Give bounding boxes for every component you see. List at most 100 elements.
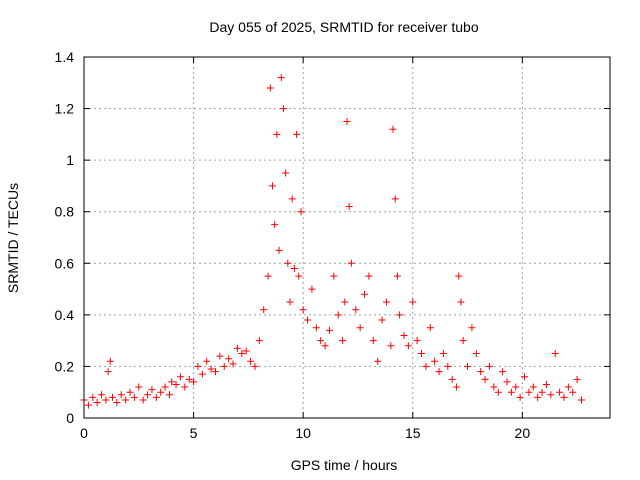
data-point [247,357,255,365]
y-tick-label: 1.2 [55,101,75,117]
data-point [551,350,559,358]
data-point [260,306,268,314]
data-point [448,375,456,383]
data-point [117,391,125,399]
data-point [453,383,461,391]
data-point [369,337,377,345]
data-point [439,350,447,358]
data-point [389,125,397,133]
data-point [229,360,237,368]
data-point [512,383,520,391]
data-point [152,393,160,401]
data-point [168,378,176,386]
data-point [330,272,338,280]
y-tick-label: 0.6 [55,255,75,271]
data-point [308,285,316,293]
data-point [198,370,206,378]
data-point [444,362,452,370]
data-point [534,393,542,401]
data-point [106,357,114,365]
data-point [435,368,443,376]
data-point [507,388,515,396]
data-point [157,388,165,396]
data-point [529,383,537,391]
data-point [564,383,572,391]
data-point [341,298,349,306]
data-point [542,380,550,388]
data-point [297,208,305,216]
data-point [382,298,390,306]
data-point [339,337,347,345]
data-point [139,396,147,404]
data-point [161,383,169,391]
data-point [284,259,292,267]
data-point [93,399,101,407]
data-point [89,393,97,401]
data-point [365,272,373,280]
plot-frame [83,56,611,419]
data-point [176,373,184,381]
x-axis-label: GPS time / hours [291,457,398,473]
data-point [216,352,224,360]
data-point [516,393,524,401]
data-point [238,350,246,358]
data-point [521,373,529,381]
data-point [102,396,110,404]
y-tick-label: 0.4 [55,307,75,323]
x-tick-label: 0 [80,425,88,441]
data-point [242,347,250,355]
axis-ticks: 0 5 10 15 20 0 0.2 0.4 0.6 0.8 1 1.2 1.4 [55,49,610,441]
data-point [185,375,193,383]
y-tick-label: 0.8 [55,204,75,220]
data-point [126,388,134,396]
data-point [203,357,211,365]
data-point [113,399,121,407]
data-point [271,221,279,229]
data-point [387,342,395,350]
data-point [464,362,472,370]
data-point [98,391,106,399]
data-point [181,383,189,391]
data-point [286,298,294,306]
data-point [345,203,353,211]
data-point [212,368,219,376]
data-point [538,388,546,396]
data-point [295,272,303,280]
data-point [233,344,241,352]
data-point [148,386,156,394]
data-point [560,393,568,401]
data-point [207,365,215,373]
data-point [404,342,412,350]
data-point [468,324,476,332]
data-point [104,368,112,376]
data-point [325,326,333,334]
data-point [573,375,581,383]
data-point [356,324,364,332]
x-tick-label: 20 [515,425,531,441]
data-point [135,383,143,391]
data-point [190,378,198,386]
y-tick-label: 1 [66,152,74,168]
data-point [251,362,259,370]
data-point [556,388,564,396]
data-point [220,362,228,370]
data-point [290,264,298,272]
data-point [277,74,285,82]
data-points [80,74,586,409]
data-point [499,368,507,376]
x-tick-label: 10 [295,425,311,441]
data-point [194,362,202,370]
x-tick-label: 5 [190,425,198,441]
data-point [413,337,421,345]
y-axis-label: SRMTID / TECUs [5,183,21,293]
chart-title: Day 055 of 2025, SRMTID for receiver tub… [209,19,478,35]
data-point [409,298,417,306]
data-point [400,331,408,339]
data-point [578,396,586,404]
data-point [165,391,173,399]
data-point [321,342,329,350]
data-point [255,337,263,345]
data-point [130,393,138,401]
data-point [374,357,382,365]
data-point [477,368,485,376]
